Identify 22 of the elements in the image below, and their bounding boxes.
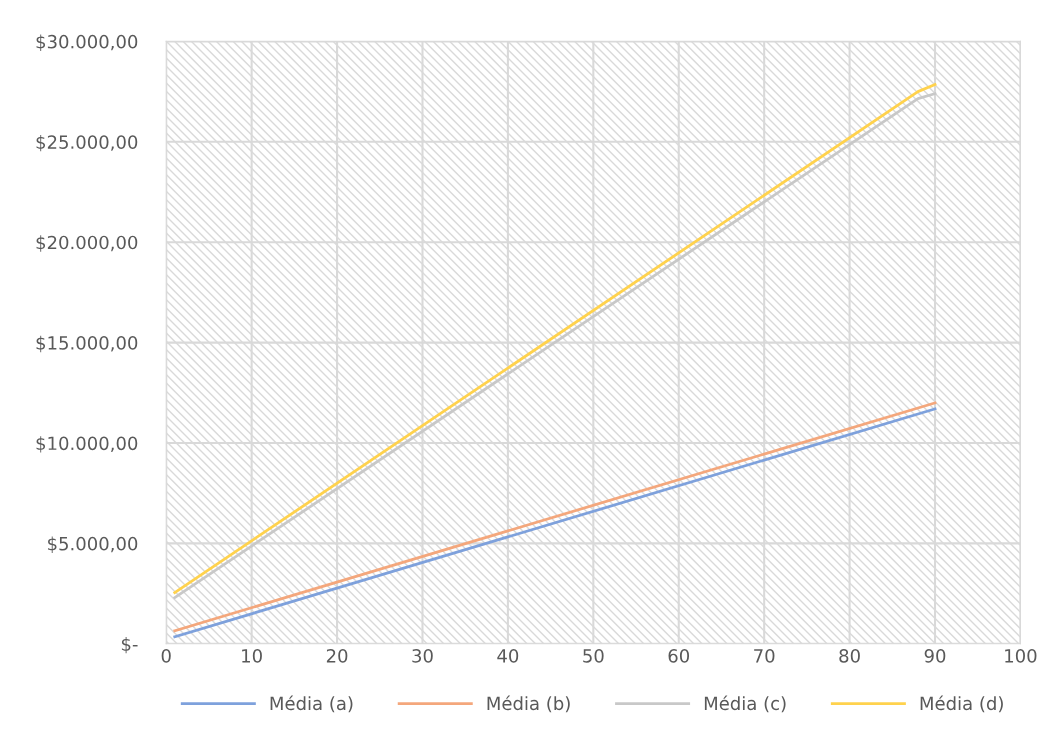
- x-tick-label: 90: [924, 648, 946, 663]
- y-tick-label: $15.000,00: [36, 335, 138, 353]
- x-tick-label: 50: [583, 648, 604, 663]
- y-tick-label: $5.000,00: [48, 536, 138, 553]
- x-tick-label: 100: [1005, 648, 1037, 663]
- y-tick-label: $-: [121, 636, 138, 654]
- legend-label: Média (a): [270, 695, 353, 713]
- x-tick-label: 70: [754, 648, 775, 663]
- x-tick-label: 40: [497, 648, 519, 663]
- y-tick-label: $25.000,00: [36, 134, 138, 152]
- y-tick-label: $20.000,00: [36, 235, 138, 252]
- legend-label: Média (c): [704, 695, 786, 713]
- legend-label: Média (d): [920, 695, 1003, 713]
- x-tick-label: 60: [668, 648, 690, 663]
- y-tick-label: $30.000,00: [36, 34, 138, 51]
- x-tick-label: 30: [412, 648, 433, 663]
- x-tick-label: 80: [839, 648, 860, 663]
- legend-label: Média (b): [487, 695, 570, 713]
- x-tick-label: 10: [242, 648, 262, 663]
- x-tick-label: 20: [326, 648, 348, 663]
- x-tick-label: 0: [161, 648, 171, 663]
- y-tick-label: $10.000,00: [36, 436, 138, 453]
